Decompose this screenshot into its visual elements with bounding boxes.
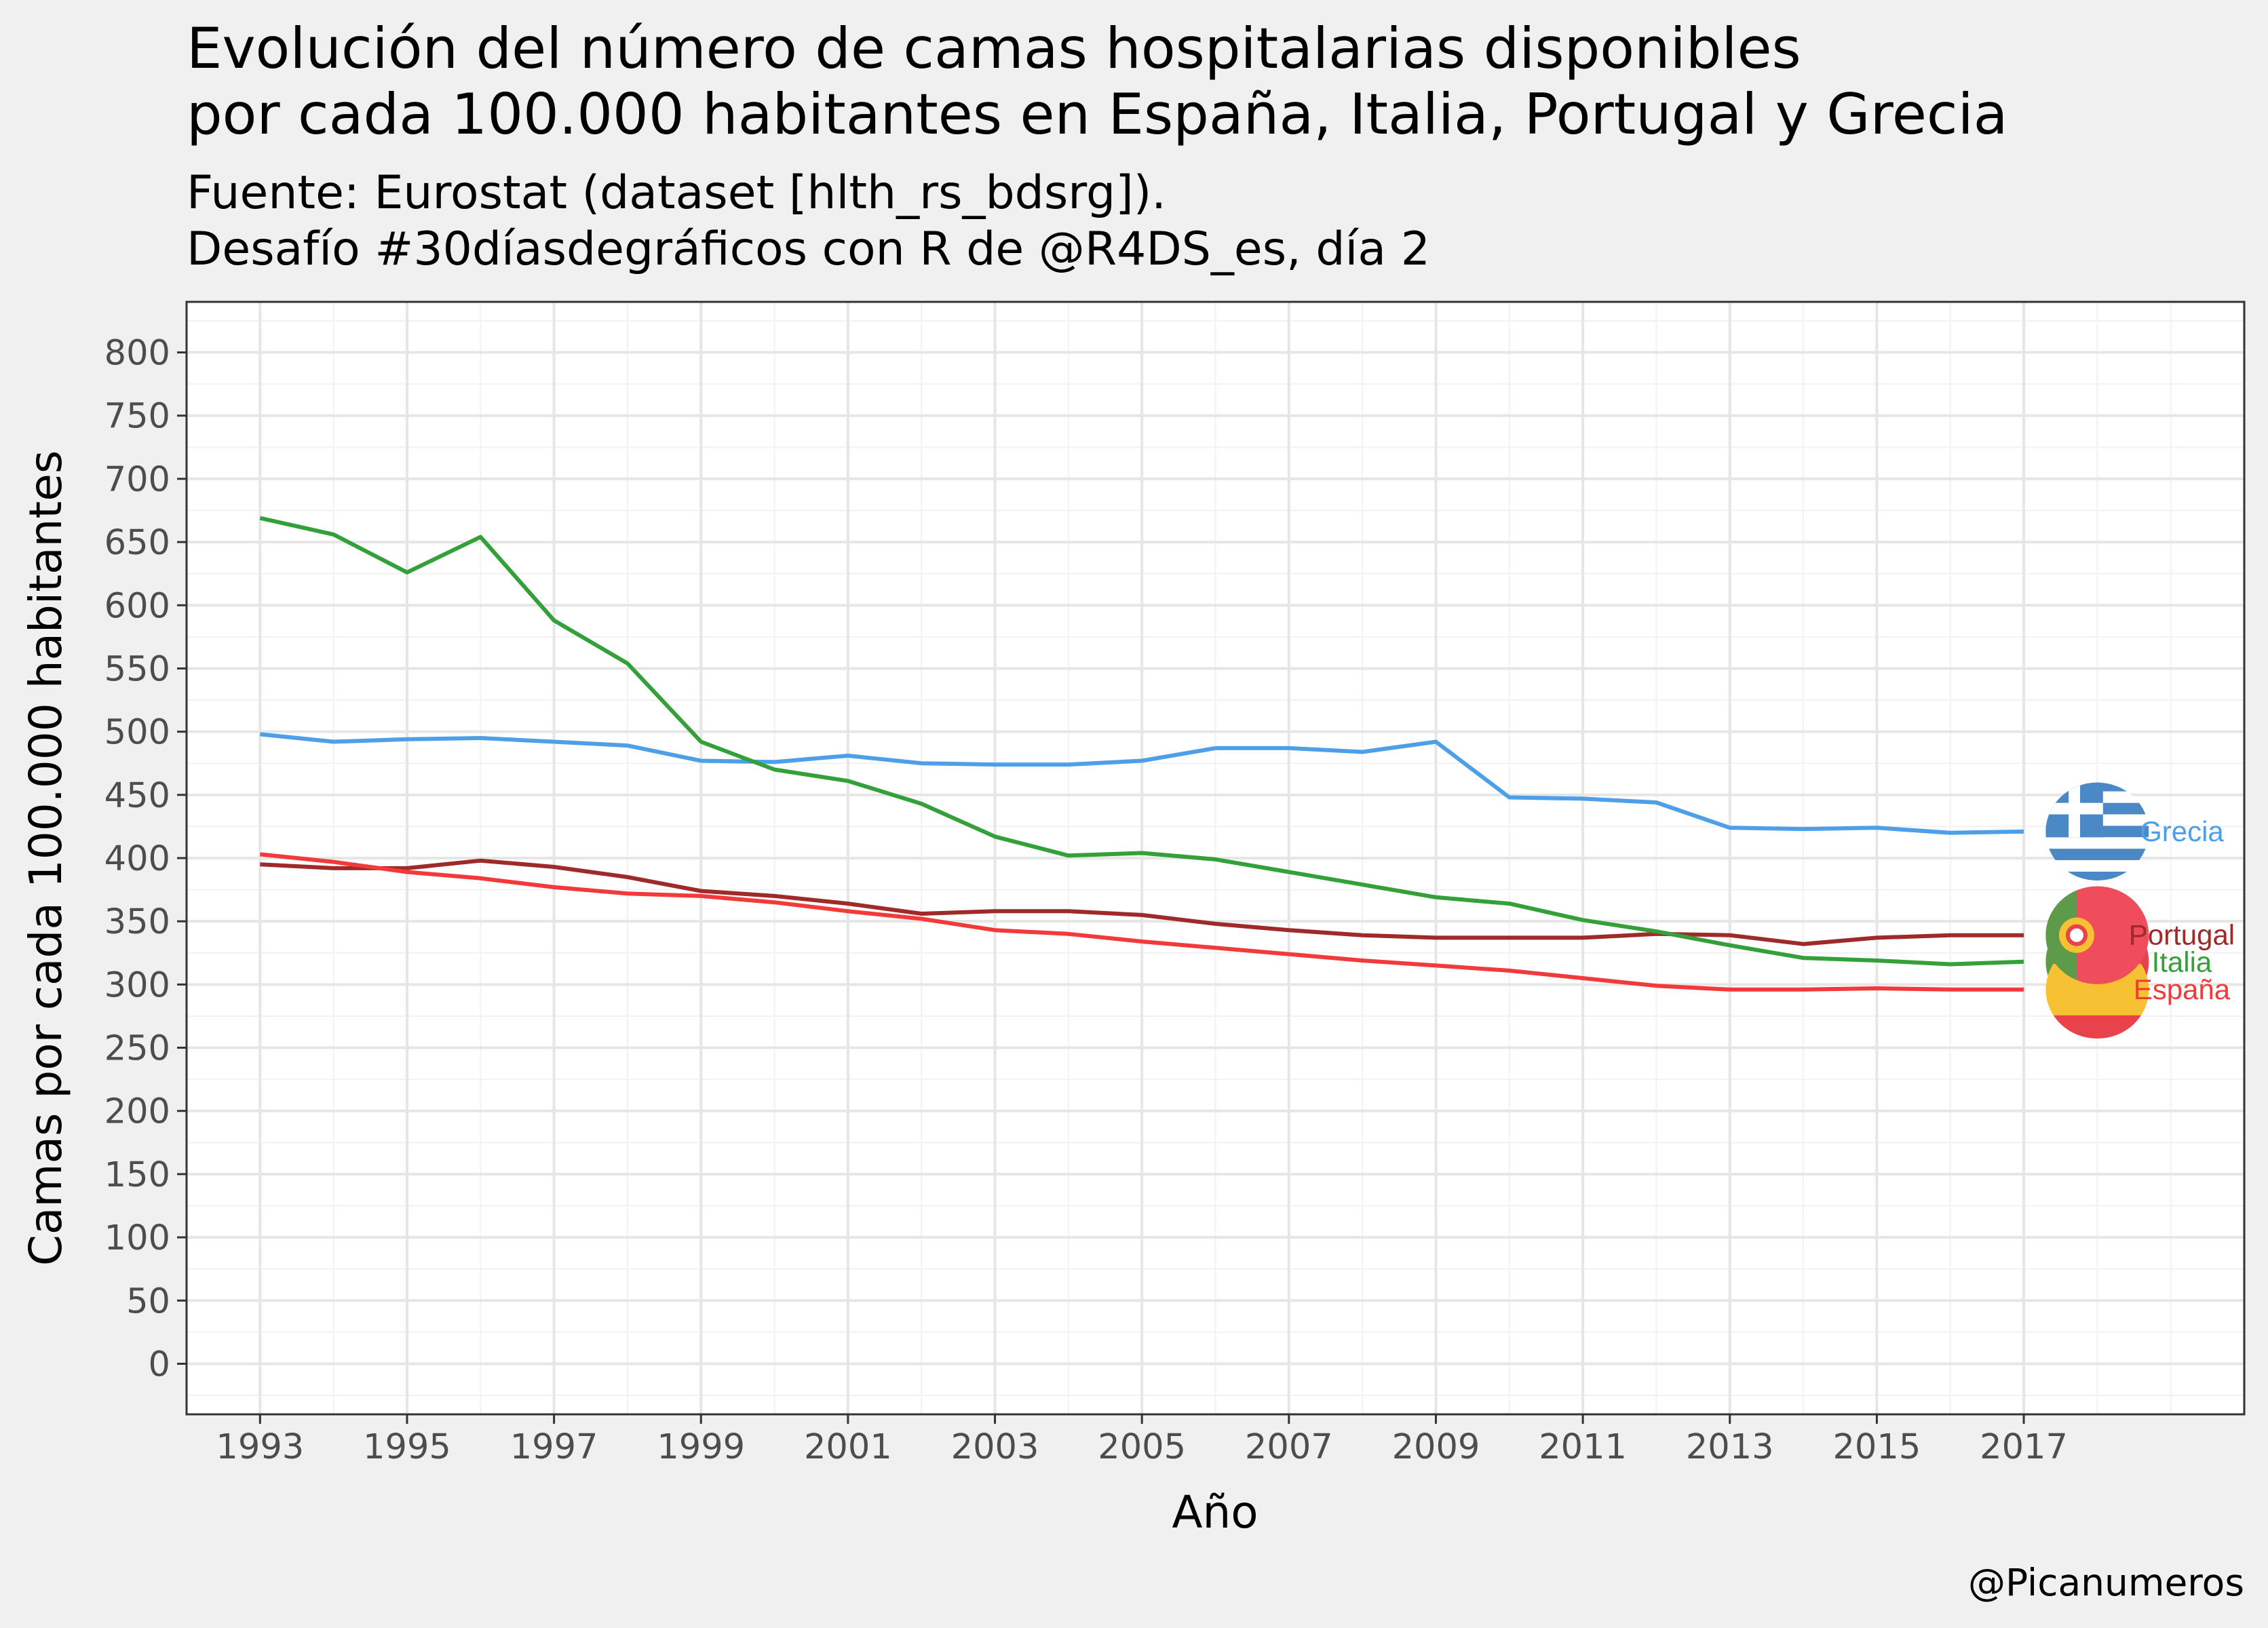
series-lines bbox=[259, 516, 2024, 992]
series-end-label: Grecia bbox=[2140, 815, 2224, 847]
x-tick-label: 2013 bbox=[1686, 1427, 1774, 1467]
series-end-label: Italia bbox=[2152, 946, 2212, 978]
series-end-label: España bbox=[2134, 973, 2231, 1005]
flag-emblem-inner bbox=[2065, 924, 2088, 946]
flag-stripe bbox=[2045, 837, 2149, 849]
flag-stripe bbox=[2045, 849, 2149, 861]
y-tick-label: 400 bbox=[104, 839, 170, 879]
grid-lines bbox=[186, 302, 2245, 1414]
series-line bbox=[259, 732, 2024, 835]
chart-subtitle-line-1: Fuente: Eurostat (dataset [hlth_rs_bdsrg… bbox=[187, 166, 1166, 220]
series-line bbox=[259, 516, 2024, 967]
flag-stripe bbox=[2045, 860, 2149, 872]
y-tick-label: 500 bbox=[104, 713, 170, 753]
y-tick-label: 750 bbox=[104, 397, 170, 437]
y-axis-title: Camas por cada 100.000 habitantes bbox=[20, 450, 72, 1266]
y-tick-label: 550 bbox=[104, 649, 170, 689]
portugal-flag bbox=[2045, 886, 2149, 984]
y-tick-label: 650 bbox=[104, 523, 170, 563]
x-tick-label: 2011 bbox=[1539, 1427, 1627, 1467]
chart-subtitle-line-2: Desafío #30díasdegráficos con R de @R4DS… bbox=[187, 222, 1430, 276]
y-tick-label: 450 bbox=[104, 776, 170, 816]
y-tick-label: 250 bbox=[104, 1029, 170, 1069]
x-tick-label: 2001 bbox=[804, 1427, 892, 1467]
x-tick-label: 2005 bbox=[1098, 1427, 1186, 1467]
y-tick-label: 150 bbox=[104, 1155, 170, 1195]
flag-cross-v bbox=[2069, 782, 2081, 838]
y-axis-ticks: 0 50 100 150 200 250 300 350 400 450 500 550 600 650 7… bbox=[104, 334, 187, 1384]
x-tick-label: 1999 bbox=[657, 1427, 745, 1467]
series-line bbox=[259, 852, 2024, 992]
greece-flag bbox=[2045, 782, 2149, 881]
y-tick-label: 300 bbox=[104, 965, 170, 1005]
y-tick-label: 0 bbox=[149, 1344, 170, 1384]
x-tick-label: 2009 bbox=[1392, 1427, 1480, 1467]
chart-title-line-2: por cada 100.000 habitantes en España, I… bbox=[187, 81, 2008, 147]
y-tick-label: 200 bbox=[104, 1092, 170, 1132]
x-tick-label: 1993 bbox=[216, 1427, 304, 1467]
chart-title-line-1: Evolución del número de camas hospitalar… bbox=[187, 16, 1801, 81]
x-axis-ticks: 1993 1995 1997 1999 2001 2003 2005 2007 2009 2011… bbox=[216, 1414, 2068, 1467]
x-tick-label: 2017 bbox=[1980, 1427, 2068, 1467]
x-tick-label: 2003 bbox=[951, 1427, 1039, 1467]
flag-markers bbox=[2045, 782, 2149, 1039]
caption: @Picanumeros bbox=[1968, 1561, 2244, 1604]
y-tick-label: 600 bbox=[104, 586, 170, 626]
y-tick-label: 100 bbox=[104, 1218, 170, 1258]
series-line bbox=[260, 858, 2024, 946]
x-tick-label: 2015 bbox=[1832, 1427, 1921, 1467]
y-tick-label: 50 bbox=[126, 1281, 170, 1321]
y-tick-label: 350 bbox=[104, 902, 170, 942]
x-tick-label: 1995 bbox=[363, 1427, 451, 1467]
x-tick-label: 1997 bbox=[510, 1427, 598, 1467]
x-tick-label: 2007 bbox=[1245, 1427, 1333, 1467]
x-axis-title: Año bbox=[1172, 1486, 1258, 1538]
series-end-label: Portugal bbox=[2129, 919, 2235, 951]
y-tick-label: 700 bbox=[104, 460, 170, 500]
y-tick-label: 800 bbox=[104, 334, 170, 374]
